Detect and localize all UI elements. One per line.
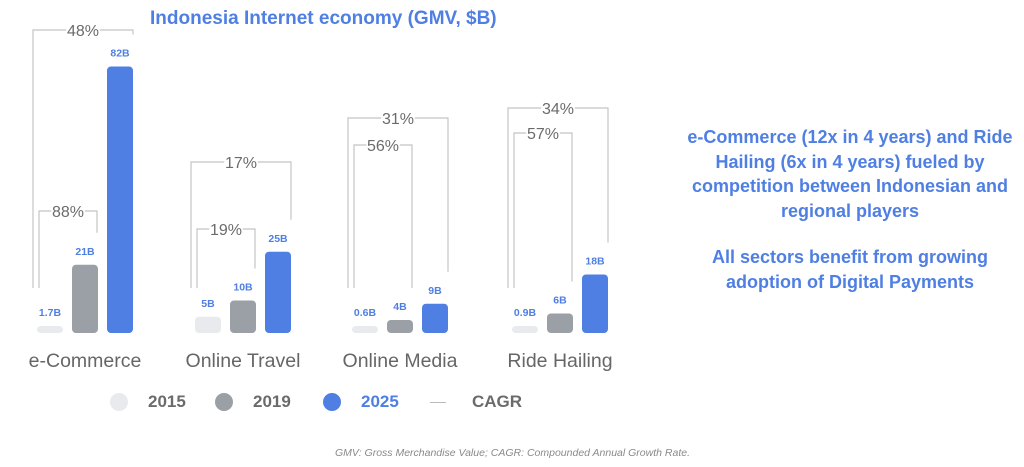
legend-label: 2019 [253,392,291,411]
bar-2019 [230,300,256,333]
category-label: Online Travel [186,350,301,372]
side-commentary: e-Commerce (12x in 4 years) and Ride Hai… [680,125,1020,316]
commentary-paragraph-2: All sectors benefit from growing adoptio… [711,247,989,292]
value-label-2019: 4B [393,301,407,313]
bar-2019 [387,320,413,333]
bar-2015 [37,326,63,333]
category-label: Online Media [343,350,458,372]
value-label-2015: 5B [201,298,215,310]
cagr-2015-2025-label: 17% [225,155,257,172]
legend-swatch-2015 [110,393,128,411]
bar-2019 [547,313,573,333]
cagr-2015-2025-label: 48% [67,23,99,40]
value-label-2025: 25B [268,233,288,245]
value-label-2025: 82B [110,48,130,60]
cagr-2015-2019-label: 19% [210,222,242,239]
legend-label: 2015 [148,392,186,411]
cagr-2015-2019-label: 56% [367,138,399,155]
value-label-2015: 1.7B [39,307,62,319]
value-label-2019: 10B [233,282,253,294]
bar-2015 [352,326,378,333]
bar-2025 [422,303,448,333]
value-label-2025: 9B [428,285,442,297]
cagr-2015-2019-label: 57% [527,126,559,143]
category-label: Ride Hailing [507,350,612,372]
cagr-2015-2025-label: 34% [542,101,574,118]
legend-swatch-2019 [215,393,233,411]
legend-swatch-cagr [430,401,446,403]
bar-2025 [265,251,291,333]
cagr-2015-2025-line [32,29,134,288]
category-label: e-Commerce [29,350,142,372]
cagr-2015-2025-line [507,107,609,288]
cagr-2015-2025-line [347,117,449,288]
value-label-2015: 0.9B [514,307,537,319]
value-label-2025: 18B [585,256,605,268]
chart-title: Indonesia Internet economy (GMV, $B) [150,8,497,29]
legend-label: 2025 [361,392,399,411]
legend-item-2019: 2019 [215,392,291,412]
cagr-2015-2025-label: 31% [382,111,414,128]
legend-swatch-2025 [323,393,341,411]
legend-item-2015: 2015 [110,392,186,412]
bar-2015 [512,326,538,333]
cagr-2015-2019-line [513,132,573,288]
value-label-2019: 21B [75,246,95,258]
value-label-2019: 6B [553,295,567,307]
cagr-2015-2019-label: 88% [52,204,84,221]
cagr-2015-2019-line [38,210,98,288]
cagr-2015-2019-line [353,144,413,288]
legend-item-2025: 2025 [323,392,399,412]
cagr-2015-2025-line [190,161,292,288]
bar-2025 [107,66,133,333]
value-label-2015: 0.6B [354,307,377,319]
cagr-2015-2019-line [196,228,256,288]
bar-chart: 1.7B 21B 82B 48% 88% e-Commerce 5B 10B 25B 17% 19%… [29,23,613,372]
bar-2019 [72,264,98,333]
legend-label: CAGR [472,392,523,411]
footnote-text: GMV: Gross Merchandise Value; CAGR: Comp… [334,447,690,459]
legend-item-cagr: CAGR [430,392,522,412]
bar-2015 [195,316,221,333]
commentary-paragraph-1: e-Commerce (12x in 4 years) and Ride Hai… [687,127,1013,221]
bar-2025 [582,274,608,333]
